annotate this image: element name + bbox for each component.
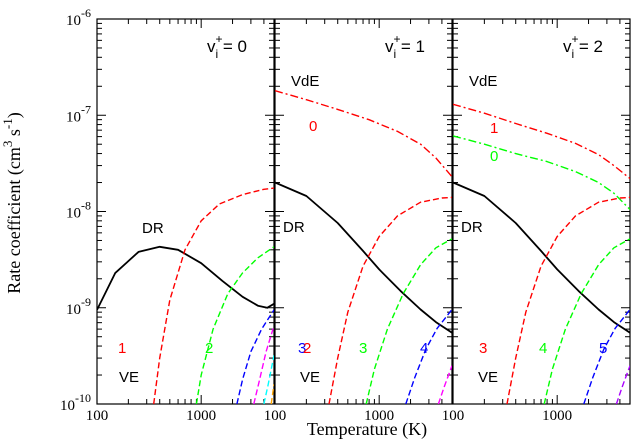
panel-curves bbox=[275, 90, 452, 404]
curve-number-label: 2 bbox=[303, 340, 311, 357]
ve-curve-5 bbox=[583, 309, 630, 404]
ve-curve-4 bbox=[405, 309, 452, 404]
y-tick-label-1: 10-9 bbox=[66, 295, 91, 318]
dr-label: DR bbox=[461, 219, 483, 236]
ve-curve-4 bbox=[543, 238, 630, 404]
curve-number-label: 1 bbox=[490, 120, 498, 137]
curve-number-label: 0 bbox=[309, 118, 317, 135]
vde-label: VdE bbox=[291, 73, 319, 90]
curve-number-label: 1 bbox=[118, 340, 126, 357]
panel-2: 100 1000 v+ i = 2 DR VE VdE 1 0 3 4 5 bbox=[442, 18, 631, 424]
ve-curve-2 bbox=[328, 196, 452, 404]
ve-curve-3 bbox=[365, 238, 452, 404]
y-tick-label-4: 10-6 bbox=[66, 6, 91, 29]
y-tick-label-2: 10-8 bbox=[66, 199, 91, 222]
dr-curve bbox=[97, 245, 274, 311]
x-tick-label: 100 bbox=[264, 408, 287, 424]
vde-curve-1 bbox=[453, 103, 630, 180]
curve-number-label: 3 bbox=[479, 340, 487, 357]
vde-curve-0 bbox=[453, 135, 630, 210]
x-tick-label: 1000 bbox=[542, 408, 572, 424]
curve-number-label: 2 bbox=[205, 340, 213, 357]
ve-curve-6 bbox=[270, 384, 274, 404]
vde-curve-0 bbox=[275, 90, 452, 178]
dr-curve bbox=[453, 181, 630, 334]
x-tick-label: 1000 bbox=[364, 408, 394, 424]
y-tick-label-3: 10-7 bbox=[66, 102, 91, 125]
dr-label: DR bbox=[142, 220, 164, 237]
y-axis-title: Rate coefficient (cm3 s-1) bbox=[0, 112, 25, 293]
ve-curve-5 bbox=[437, 365, 452, 404]
dr-label: DR bbox=[283, 219, 305, 236]
curve-number-label: 3 bbox=[298, 340, 306, 357]
curve-number-label: 4 bbox=[420, 340, 428, 357]
ve-label: VE bbox=[300, 369, 320, 386]
panel-header-label: v+ i = 2 bbox=[563, 32, 603, 61]
ve-curve-4 bbox=[253, 325, 274, 404]
ve-curve-3 bbox=[236, 309, 274, 404]
dr-curve bbox=[275, 181, 452, 334]
ve-curve-2 bbox=[195, 246, 274, 404]
panel-curves bbox=[97, 187, 274, 404]
ve-label: VE bbox=[119, 369, 139, 386]
ve-curve-3 bbox=[506, 196, 630, 404]
panel-header-label: v+ i = 0 bbox=[207, 32, 247, 61]
curve-number-label: 3 bbox=[359, 340, 367, 357]
curve-number-label: 5 bbox=[599, 340, 607, 357]
panel-0: 100 1000 v+ i = 0 DR VE 1 2 3 bbox=[86, 18, 306, 424]
ve-label: VE bbox=[478, 369, 498, 386]
ve-curve-6 bbox=[615, 365, 630, 404]
x-axis-title: Temperature (K) bbox=[307, 419, 427, 440]
y-tick-label-0: 10-10 bbox=[60, 391, 91, 414]
panel-header-label: v+ i = 1 bbox=[385, 32, 425, 61]
axis-titles: Temperature (K) Rate coefficient (cm3 s-… bbox=[0, 112, 427, 440]
ve-curve-5 bbox=[263, 355, 274, 404]
curve-number-label: 4 bbox=[539, 340, 547, 357]
x-tick-label: 100 bbox=[86, 408, 109, 424]
x-tick-label: 1000 bbox=[186, 408, 216, 424]
ve-curve-1 bbox=[153, 187, 274, 404]
curve-number-label: 0 bbox=[490, 148, 498, 165]
panel-curves bbox=[453, 103, 630, 404]
vde-label: VdE bbox=[469, 73, 497, 90]
x-tick-label: 100 bbox=[442, 408, 465, 424]
